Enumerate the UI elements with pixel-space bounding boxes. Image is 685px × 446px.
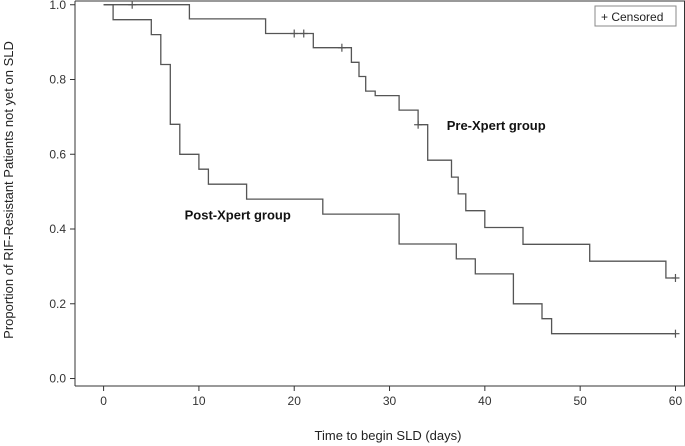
x-tick-label: 0 [100, 394, 107, 408]
post-xpert-survival-line [103, 4, 676, 335]
pre-xpert-group-label: Pre-Xpert group [447, 118, 546, 133]
series-group [103, 4, 676, 335]
y-tick-label: 0.4 [49, 222, 66, 236]
x-axis-title: Time to begin SLD (days) [315, 428, 462, 443]
x-tick-label: 60 [669, 394, 683, 408]
x-tick-label: 40 [478, 394, 492, 408]
legend: + Censored [594, 5, 677, 27]
y-tick-label: 0.2 [49, 297, 66, 311]
y-axis-title: Proportion of RIF-Resistant Patients not… [1, 41, 16, 339]
legend-box [594, 5, 677, 27]
y-tick-label: 0.8 [49, 72, 66, 86]
plot-frame-group [74, 0, 685, 387]
y-tick-label: 1.0 [49, 0, 66, 12]
post-xpert-group-label: Post-Xpert group [185, 208, 291, 223]
legend-censored-label: + Censored [601, 10, 663, 24]
censor-marks-group [128, 0, 680, 338]
x-tick-label: 50 [573, 394, 587, 408]
pre-xpert-survival-line [103, 4, 676, 279]
x-tick-label: 20 [288, 394, 302, 408]
axis-ticks-group: 0 10 20 30 40 50 60 0.0 0.2 0.4 0.6 0.8 1.0 [49, 0, 682, 408]
x-tick-label: 30 [383, 394, 397, 408]
y-tick-label: 0.6 [49, 147, 66, 161]
y-tick-label: 0.0 [49, 372, 66, 386]
x-tick-label: 10 [192, 394, 206, 408]
